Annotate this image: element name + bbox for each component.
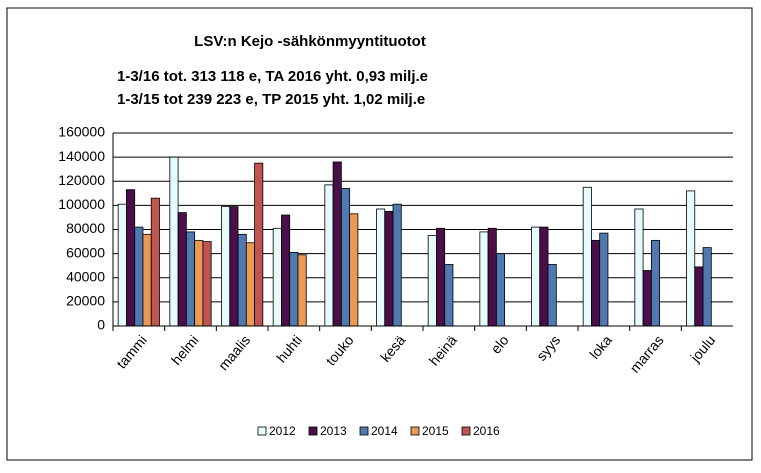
bar	[254, 162, 264, 327]
legend-label: 2012	[269, 424, 296, 438]
bar	[531, 226, 541, 327]
bar	[332, 161, 342, 327]
bar	[547, 264, 557, 327]
bar	[392, 203, 402, 327]
bar	[289, 252, 299, 327]
bar	[272, 227, 282, 327]
bar	[245, 242, 255, 327]
bar	[221, 206, 231, 327]
bar	[150, 197, 160, 327]
legend-label: 2014	[371, 424, 398, 438]
bar	[444, 264, 454, 327]
bar	[487, 227, 497, 327]
legend-swatch	[359, 426, 369, 436]
bar	[237, 233, 247, 327]
y-tick-label: 120000	[58, 172, 105, 188]
legend-label: 2015	[422, 424, 449, 438]
bar	[591, 239, 601, 327]
bar	[686, 190, 696, 327]
bar	[194, 239, 204, 327]
bar	[324, 184, 334, 327]
legend-label: 2013	[320, 424, 347, 438]
chart-title: LSV:n Kejo -sähkönmyyntituotot	[194, 33, 426, 50]
bar	[202, 241, 212, 327]
legend-swatch	[257, 426, 267, 436]
y-tick-label: 100000	[58, 196, 105, 212]
y-tick-label: 20000	[66, 293, 105, 309]
legend-swatch	[308, 426, 318, 436]
bar	[427, 235, 437, 327]
bar	[582, 186, 592, 327]
bar	[142, 233, 152, 327]
legend-label: 2016	[473, 424, 500, 438]
bar	[650, 239, 661, 327]
legend-swatch	[461, 426, 471, 436]
bar	[349, 213, 359, 327]
bar	[281, 214, 291, 327]
bar	[177, 212, 187, 327]
bar	[185, 231, 196, 327]
y-tick-label: 160000	[58, 124, 105, 140]
bar	[229, 206, 239, 327]
bar	[126, 189, 136, 327]
y-tick-label: 40000	[66, 268, 105, 284]
bar	[634, 208, 644, 327]
y-tick-label: 80000	[66, 220, 105, 236]
bar	[539, 226, 549, 327]
bar	[599, 232, 609, 327]
bar	[495, 253, 506, 327]
bar	[169, 156, 179, 327]
bar	[117, 203, 127, 327]
bar	[340, 188, 351, 327]
bar	[384, 211, 394, 327]
bar	[479, 231, 489, 327]
bar	[436, 227, 446, 327]
chart-subtitle: 1-3/16 tot. 313 118 e, TA 2016 yht. 0,93…	[117, 68, 428, 85]
y-tick-label: 140000	[58, 148, 105, 164]
bar	[694, 266, 704, 327]
y-tick-label: 0	[97, 317, 105, 333]
legend-swatch	[410, 426, 420, 436]
bar	[702, 247, 712, 327]
bar	[297, 254, 307, 327]
bar	[134, 226, 144, 327]
bar	[376, 208, 386, 327]
chart-subtitle: 1-3/15 tot 239 223 e, TP 2015 yht. 1,02 …	[117, 91, 425, 108]
bar	[642, 270, 652, 327]
y-tick-label: 60000	[66, 244, 105, 260]
